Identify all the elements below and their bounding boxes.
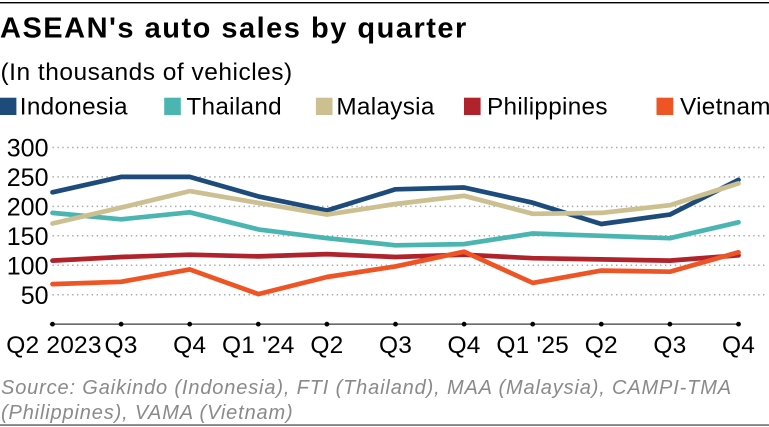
svg-text:Malaysia: Malaysia [336, 94, 434, 121]
svg-text:Philippines: Philippines [487, 94, 608, 121]
svg-text:50: 50 [21, 282, 49, 310]
svg-text:300: 300 [7, 135, 49, 163]
svg-text:Thailand: Thailand [186, 94, 282, 121]
svg-text:Q2 2023: Q2 2023 [6, 332, 101, 359]
svg-text:Q1 '24: Q1 '24 [222, 332, 295, 359]
svg-text:Q4: Q4 [448, 332, 481, 359]
svg-text:Q4: Q4 [722, 332, 755, 359]
svg-text:(In thousands of vehicles): (In thousands of vehicles) [1, 59, 293, 86]
svg-text:Vietnam: Vietnam [680, 94, 769, 121]
svg-text:Q3: Q3 [653, 332, 686, 359]
svg-text:Q4: Q4 [173, 332, 206, 359]
svg-text:250: 250 [7, 164, 49, 192]
svg-text:Source: Gaikindo (Indonesia),: Source: Gaikindo (Indonesia), FTI (Thail… [1, 377, 732, 399]
svg-text:200: 200 [7, 193, 49, 221]
svg-text:Indonesia: Indonesia [20, 94, 128, 121]
svg-text:Q3: Q3 [105, 332, 138, 359]
svg-text:Q2: Q2 [310, 332, 343, 359]
svg-text:100: 100 [7, 252, 49, 280]
svg-text:ASEAN's auto sales by quarter: ASEAN's auto sales by quarter [0, 13, 468, 45]
svg-text:150: 150 [7, 223, 49, 251]
svg-text:(Philippines), VAMA (Vietnam): (Philippines), VAMA (Vietnam) [1, 402, 294, 424]
svg-text:Q1 '25: Q1 '25 [496, 332, 569, 359]
svg-text:Q2: Q2 [585, 332, 618, 359]
svg-text:Q3: Q3 [379, 332, 412, 359]
